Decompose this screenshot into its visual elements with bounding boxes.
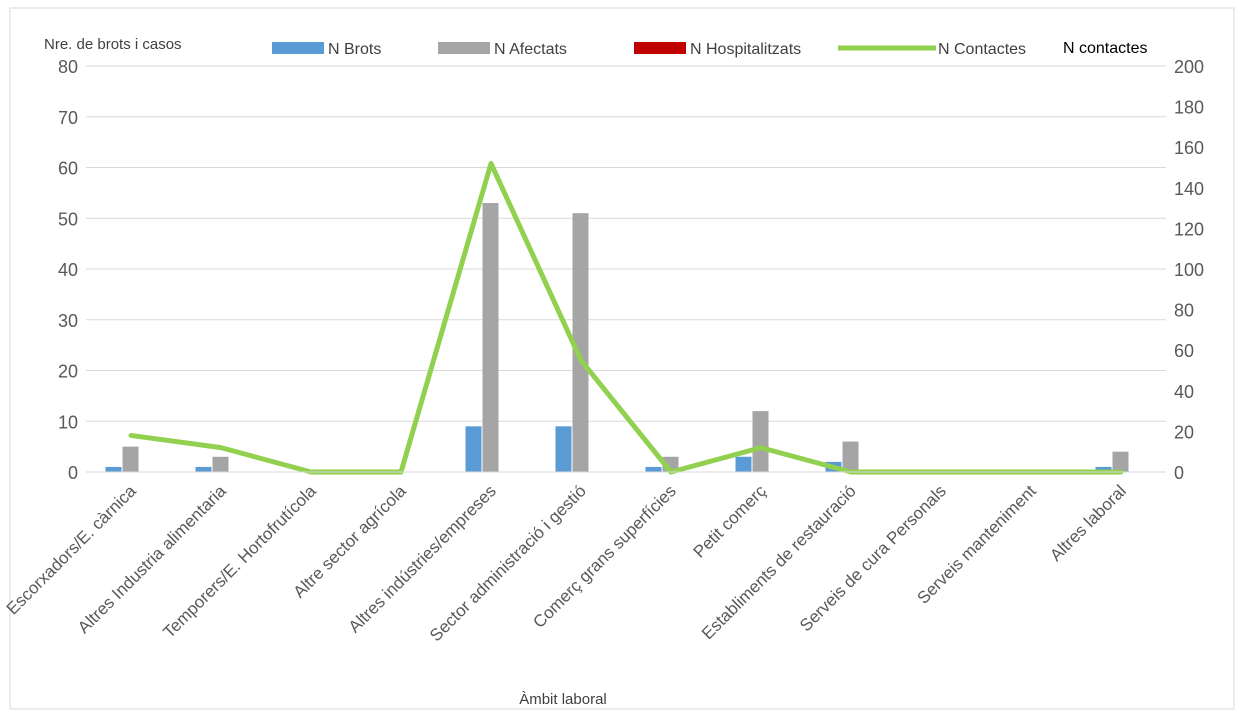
y2-tick-label: 120	[1174, 219, 1204, 239]
bar	[1112, 451, 1129, 472]
bar	[555, 426, 572, 472]
bar	[482, 203, 499, 472]
legend-label: N Contactes	[938, 41, 1026, 58]
y-tick-label: 20	[58, 362, 78, 382]
y-tick-label: 0	[68, 463, 78, 483]
legend-swatch	[634, 42, 686, 54]
bar	[195, 466, 212, 472]
y2-tick-label: 160	[1174, 138, 1204, 158]
y-tick-label: 80	[58, 57, 78, 77]
y2-axis-title: N contactes	[1063, 40, 1147, 57]
gridlines	[86, 65, 1166, 422]
y2-tick-label: 20	[1174, 422, 1194, 442]
y-tick-label: 70	[58, 108, 78, 128]
y2-tick-label: 60	[1174, 341, 1194, 361]
y2-tick-label: 180	[1174, 98, 1204, 118]
y2-tick-label: 80	[1174, 301, 1194, 321]
legend-label: N Hospitalitzats	[690, 41, 801, 58]
bar	[645, 466, 662, 472]
y-tick-label: 60	[58, 159, 78, 179]
y2-tick-label: 140	[1174, 179, 1204, 199]
bar	[122, 446, 139, 472]
y2-tick-label: 0	[1174, 463, 1184, 483]
chart-border	[9, 7, 1235, 710]
legend-label: N Afectats	[494, 41, 567, 58]
y-tick-label: 40	[58, 260, 78, 280]
legend: N Brots N Afectats N Hospitalitzats N Conta…	[272, 41, 1026, 58]
bar	[735, 456, 752, 472]
y-tick-label: 30	[58, 311, 78, 331]
x-axis-title: Àmbit laboral	[519, 691, 607, 708]
y-axis-title: Nre. de brots i casos	[44, 36, 182, 53]
y-tick-label: 50	[58, 209, 78, 229]
y2-tick-label: 40	[1174, 382, 1194, 402]
bars	[105, 203, 1129, 473]
legend-label: N Brots	[328, 41, 381, 58]
y-tick-label: 10	[58, 412, 78, 432]
y2-tick-label: 100	[1174, 260, 1204, 280]
bar	[105, 466, 122, 472]
bar	[752, 411, 769, 472]
bar	[1095, 466, 1112, 472]
legend-swatch	[272, 42, 324, 54]
bar	[212, 456, 229, 472]
bar	[572, 213, 589, 473]
bar	[465, 426, 482, 472]
bar	[842, 441, 859, 472]
legend-swatch	[438, 42, 490, 54]
y2-tick-label: 200	[1174, 57, 1204, 77]
